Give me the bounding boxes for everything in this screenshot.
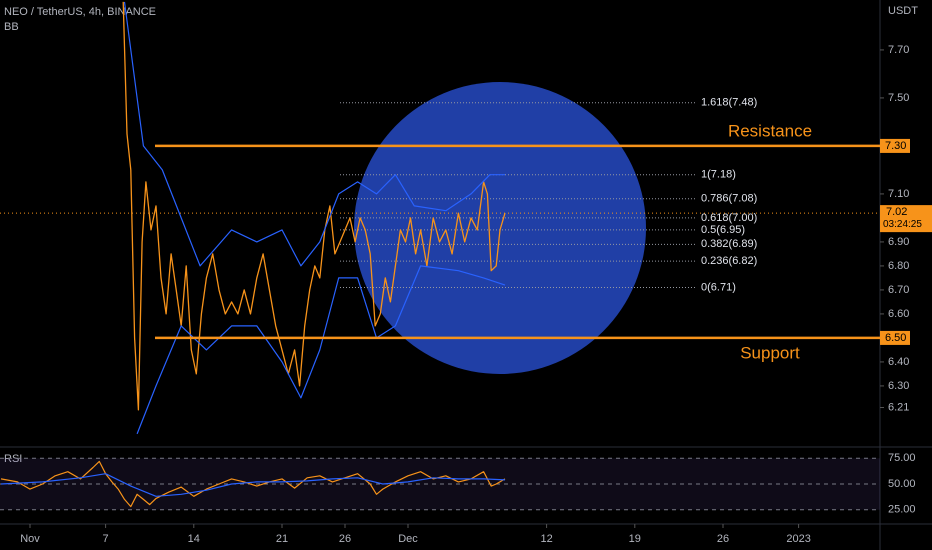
resistance-price-box [880,138,910,153]
x-tick-label: 14 [188,533,200,545]
fib-label: 0.382(6.89) [701,238,757,250]
fib-label: 0.5(6.95) [701,224,745,236]
x-tick-label: 21 [276,533,288,545]
y-tick-label: 6.21 [888,401,909,413]
y-tick-label: 7.50 [888,92,909,104]
x-tick-label: Nov [20,533,40,545]
fib-label: 1(7.18) [701,169,736,181]
support-price-label: 6.50 [885,332,906,344]
fib-label: 0.618(7.00) [701,212,757,224]
rsi-line [0,460,506,508]
rsi-tick-label: 50.00 [888,478,916,490]
axis-unit: USDT [888,5,918,17]
x-tick-label: 19 [629,533,641,545]
support-text: Support [740,343,800,362]
y-tick-label: 6.90 [888,236,909,248]
price-line [122,1,506,411]
rsi-title: RSI [4,453,22,465]
x-tick-label: 26 [339,533,351,545]
bollinger-band [123,1,505,267]
countdown-label: 03:24:25 [883,219,922,230]
price-label: 7.02 [886,206,907,218]
y-tick-label: 7.70 [888,44,909,56]
y-tick-label: 7.10 [888,188,909,200]
rsi-line [0,473,506,497]
x-tick-label: 2023 [786,533,810,545]
resistance-price-label: 7.30 [885,140,906,152]
rsi-tick-label: 75.00 [888,452,916,464]
chart-title: NEO / TetherUS, 4h, BINANCE [4,6,156,18]
y-tick-label: 6.40 [888,356,909,368]
y-tick-label: 6.60 [888,308,909,320]
y-tick-label: 6.80 [888,260,909,272]
fib-label: 1.618(7.48) [701,97,757,109]
resistance-text: Resistance [728,121,812,140]
x-tick-label: 26 [717,533,729,545]
rsi-tick-label: 25.00 [888,504,916,516]
fib-label: 0(6.71) [701,281,736,293]
price-box [880,205,932,233]
support-price-box [880,330,910,345]
x-tick-label: 7 [103,533,109,545]
x-tick-label: 12 [540,533,552,545]
y-tick-label: 6.30 [888,380,909,392]
x-tick-label: Dec [398,533,418,545]
fib-label: 0.236(6.82) [701,255,757,267]
fib-label: 0.786(7.08) [701,193,757,205]
bollinger-band [136,265,506,435]
indicator-label: BB [4,21,19,33]
y-tick-label: 6.70 [888,284,909,296]
